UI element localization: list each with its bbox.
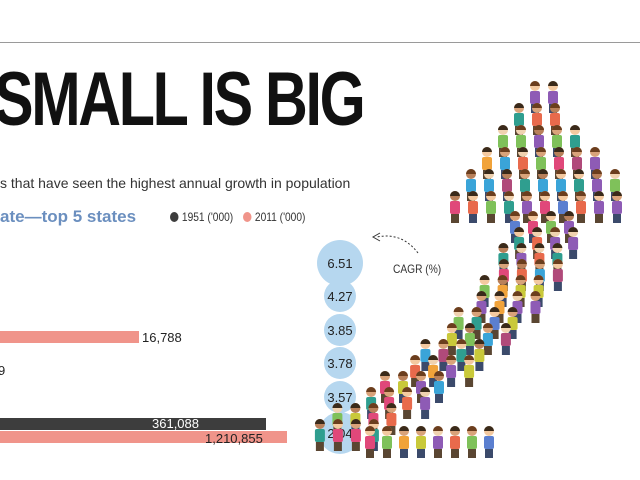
legend-label-1951: 1951 ('000) bbox=[181, 210, 234, 224]
person-figure bbox=[420, 339, 431, 371]
person-figure bbox=[486, 191, 496, 223]
section-label: ate—top 5 states bbox=[0, 207, 137, 226]
person-figure bbox=[433, 426, 443, 458]
person-figure bbox=[450, 426, 460, 458]
person-figure bbox=[468, 191, 478, 223]
person-figure bbox=[410, 355, 421, 387]
legend-item-1951: 1951 ('000) bbox=[170, 210, 233, 224]
cagr-value-3: 3.78 bbox=[327, 356, 352, 371]
person-figure bbox=[382, 426, 392, 458]
person-figure bbox=[530, 291, 541, 323]
person-figure bbox=[464, 323, 475, 355]
person-figure bbox=[474, 339, 485, 371]
bar-value-label-3-0: 1,210,855 bbox=[205, 431, 263, 446]
person-figure bbox=[612, 191, 622, 223]
cagr-pointer-arrowhead bbox=[371, 232, 381, 242]
bar-0-0 bbox=[0, 331, 139, 343]
page-subtitle: s that have seen the highest annual grow… bbox=[0, 175, 351, 191]
bar-value-label-0-0: 16,788 bbox=[142, 330, 182, 345]
person-figure bbox=[434, 371, 444, 403]
person-figure bbox=[314, 419, 325, 451]
cagr-bubble-2 bbox=[324, 314, 356, 346]
legend-swatch-2011 bbox=[243, 212, 252, 222]
person-figure bbox=[576, 191, 586, 223]
cagr-bubble-0 bbox=[317, 240, 363, 286]
person-figure bbox=[540, 191, 550, 223]
person-figure bbox=[594, 191, 604, 223]
cagr-value-4: 3.57 bbox=[327, 390, 352, 405]
person-figure bbox=[500, 323, 511, 355]
person-figure bbox=[552, 259, 563, 291]
page-title: SMALL IS BIG bbox=[0, 57, 366, 142]
legend-label-2011: 2011 ('000) bbox=[254, 210, 306, 224]
legend-item-2011: 2011 ('000) bbox=[243, 210, 305, 224]
people-crowd-arrow-illustration bbox=[314, 81, 622, 458]
person-figure bbox=[456, 339, 467, 371]
cagr-bubble-3 bbox=[324, 347, 356, 379]
bar-2-0 bbox=[0, 418, 266, 430]
person-figure bbox=[522, 191, 532, 223]
person-figure bbox=[558, 191, 568, 223]
cagr-value-2: 3.85 bbox=[327, 323, 352, 338]
person-figure bbox=[402, 387, 413, 419]
person-figure bbox=[365, 426, 375, 458]
cagr-bubble-4 bbox=[324, 381, 356, 413]
person-figure bbox=[538, 169, 548, 201]
person-figure bbox=[482, 323, 493, 355]
person-figure bbox=[438, 339, 449, 371]
cagr-pointer-arrow bbox=[376, 235, 419, 254]
legend-swatch-1951 bbox=[170, 212, 179, 222]
bar-value-label-2-0: 361,088 bbox=[152, 416, 199, 431]
person-figure bbox=[332, 419, 343, 451]
cagr-value-0: 6.51 bbox=[327, 256, 352, 271]
cagr-bubble-1 bbox=[324, 280, 356, 312]
person-figure bbox=[446, 355, 457, 387]
person-figure bbox=[350, 419, 361, 451]
person-figure bbox=[420, 387, 431, 419]
top-rule bbox=[0, 42, 640, 43]
bar-3-0 bbox=[0, 431, 287, 443]
person-figure bbox=[446, 323, 457, 355]
person-figure bbox=[464, 355, 475, 387]
person-figure bbox=[416, 426, 426, 458]
bar-value-label-1-0: 9 bbox=[0, 363, 5, 378]
person-figure bbox=[504, 191, 514, 223]
cagr-label: CAGR (%) bbox=[393, 262, 442, 276]
person-figure bbox=[450, 191, 460, 223]
person-figure bbox=[484, 426, 494, 458]
cagr-value-1: 4.27 bbox=[327, 289, 352, 304]
person-figure bbox=[467, 426, 477, 458]
person-figure bbox=[399, 426, 409, 458]
person-figure bbox=[568, 227, 579, 259]
